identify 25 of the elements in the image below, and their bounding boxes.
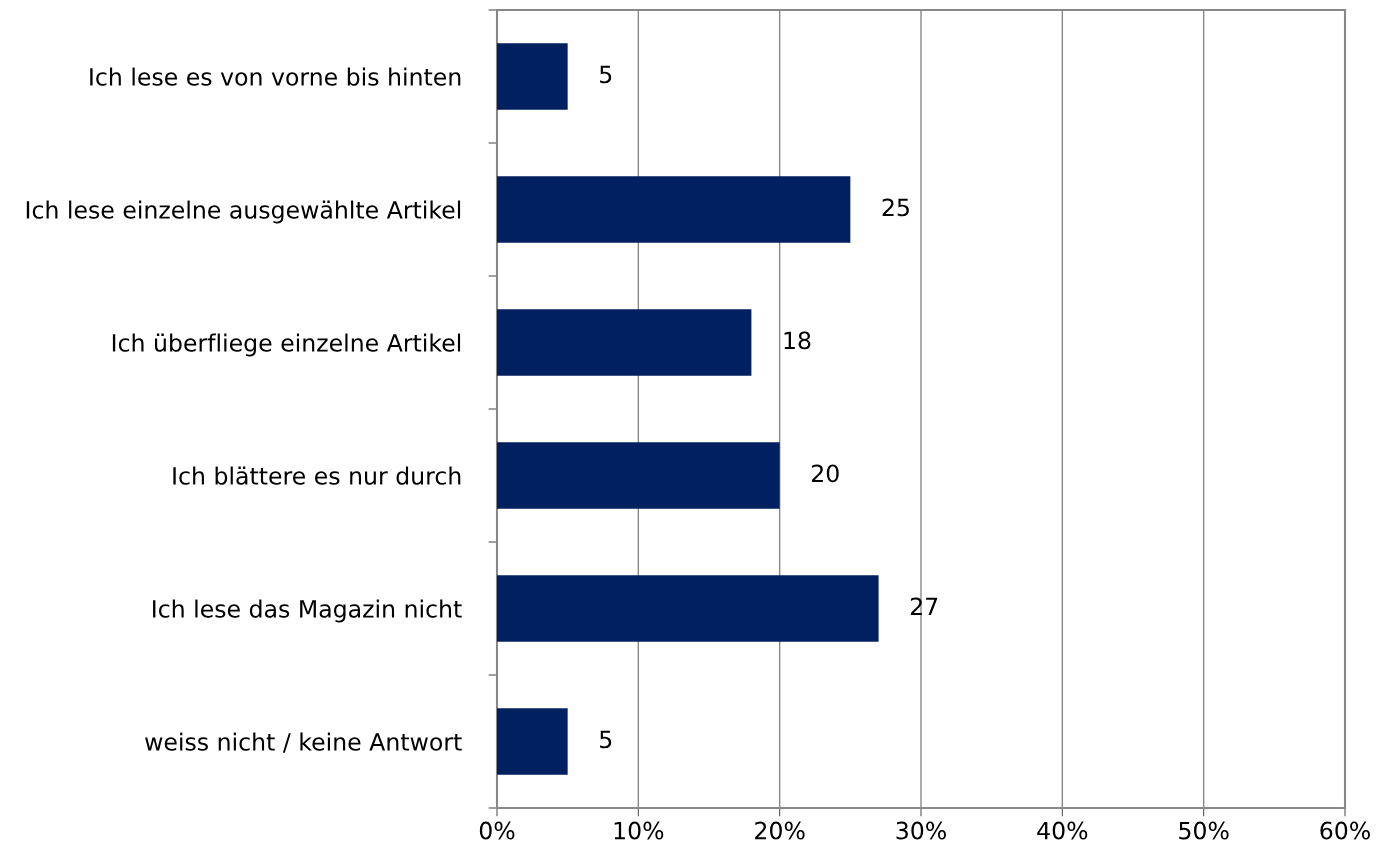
x-tick-label: 60%	[1320, 821, 1370, 840]
x-tick-label: 20%	[755, 821, 805, 840]
data-label: 25	[882, 198, 909, 217]
bar	[497, 575, 879, 642]
x-tick-label: 50%	[1179, 821, 1229, 840]
y-tick-label: Ich lese es von vorne bis hinten	[90, 67, 461, 86]
x-tick-label: 30%	[896, 821, 946, 840]
data-label: 27	[910, 597, 938, 616]
bar	[497, 708, 568, 775]
x-tick-label: 40%	[1037, 821, 1088, 840]
data-label: 18	[784, 331, 811, 350]
data-label: 5	[600, 65, 612, 84]
bar	[497, 442, 780, 509]
data-label: 20	[811, 464, 839, 483]
y-tick-label: Ich lese einzelne ausgewählte Artikel	[26, 200, 461, 224]
x-tick-label: 10%	[614, 821, 664, 840]
data-label: 5	[600, 730, 612, 749]
bar	[497, 176, 851, 243]
x-tick-label: 0%	[479, 821, 515, 840]
y-tick-label: Ich blättere es nur durch	[173, 466, 461, 485]
y-tick-label: Ich lese das Magazin nicht	[153, 599, 462, 623]
bar	[497, 309, 752, 376]
y-tick-label: Ich überfliege einzelne Artikel	[112, 333, 461, 357]
y-tick-label: weiss nicht / keine Antwort	[145, 732, 462, 753]
bar	[497, 43, 568, 110]
